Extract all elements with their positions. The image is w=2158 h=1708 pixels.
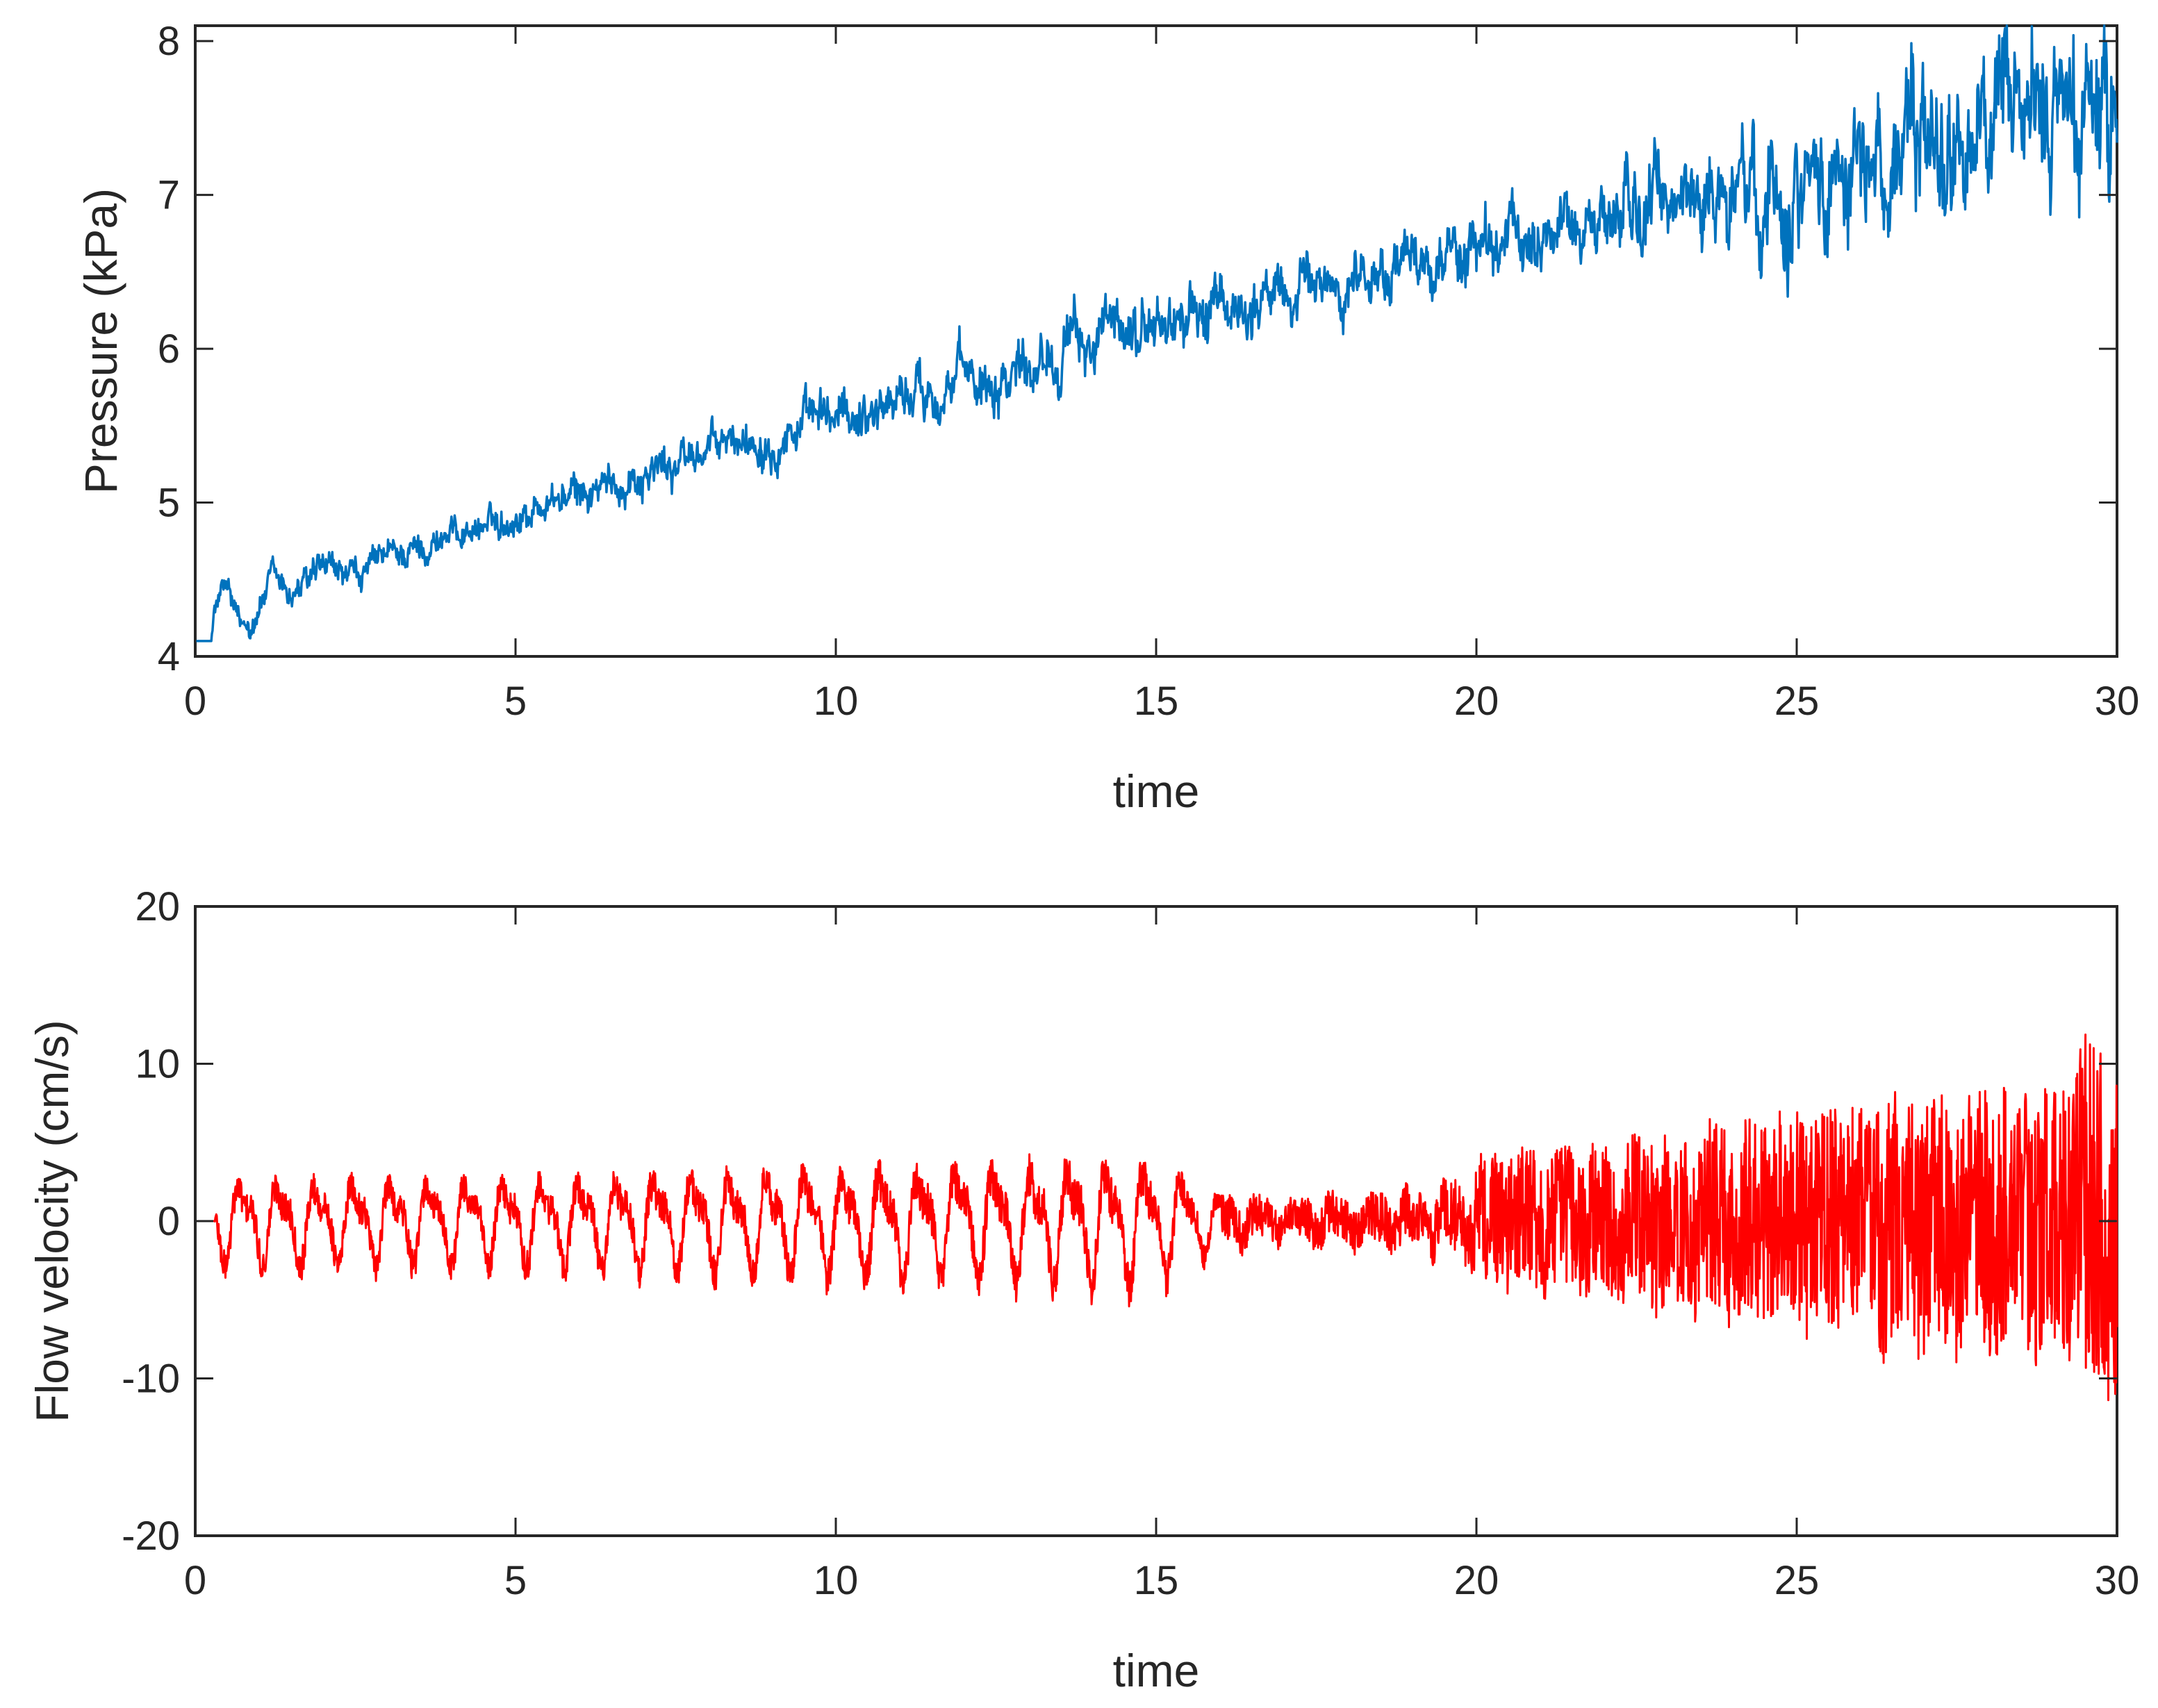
flow-y-axis-label: Flow velocity (cm/s) xyxy=(26,1020,78,1422)
flow-y-tick-label: -10 xyxy=(122,1357,180,1402)
pressure-y-tick-label: 5 xyxy=(158,481,180,526)
pressure-y-tick-label: 7 xyxy=(158,173,180,218)
pressure-y-tick-label: 6 xyxy=(158,326,180,372)
pressure-panel: 0 5 10 15 20 25 30 4 5 6 7 8 time Pressure (kPa) xyxy=(75,19,2139,817)
flow-series-line xyxy=(195,1034,2118,1402)
pressure-x-tick-label: 30 xyxy=(2095,679,2140,724)
pressure-y-tick-label: 4 xyxy=(158,634,180,679)
flow-line-group xyxy=(195,1034,2118,1402)
pressure-x-tick-label: 5 xyxy=(504,679,527,724)
pressure-x-tick-label: 25 xyxy=(1774,679,1820,724)
flow-x-ticks: 0 5 10 15 20 25 30 xyxy=(184,906,2139,1603)
flow-panel: 0 5 10 15 20 25 30 -20 -10 0 10 20 time Flow veloc… xyxy=(26,884,2139,1696)
pressure-y-ticks: 4 5 6 7 8 xyxy=(158,19,2117,679)
pressure-y-tick-label: 8 xyxy=(158,19,180,64)
pressure-line-group xyxy=(195,24,2118,642)
flow-x-tick-label: 30 xyxy=(2095,1558,2140,1603)
pressure-series-line xyxy=(195,24,2118,642)
flow-x-tick-label: 0 xyxy=(184,1558,206,1603)
flow-x-tick-label: 5 xyxy=(504,1558,527,1603)
flow-y-tick-label: 20 xyxy=(135,884,180,929)
flow-x-tick-label: 20 xyxy=(1454,1558,1499,1603)
pressure-x-ticks: 0 5 10 15 20 25 30 xyxy=(184,26,2139,724)
flow-x-tick-label: 25 xyxy=(1774,1558,1820,1603)
pressure-x-axis-label: time xyxy=(1113,765,1200,817)
pressure-y-axis-label: Pressure (kPa) xyxy=(75,188,126,494)
flow-x-tick-label: 10 xyxy=(814,1558,859,1603)
flow-y-ticks: -20 -10 0 10 20 xyxy=(122,884,2117,1559)
pressure-x-tick-label: 15 xyxy=(1134,679,1179,724)
flow-y-tick-label: 0 xyxy=(158,1199,180,1244)
pressure-x-tick-label: 10 xyxy=(814,679,859,724)
flow-x-tick-label: 15 xyxy=(1134,1558,1179,1603)
flow-y-tick-label: 10 xyxy=(135,1042,180,1087)
flow-y-tick-label: -20 xyxy=(122,1514,180,1559)
pressure-x-tick-label: 20 xyxy=(1454,679,1499,724)
flow-x-axis-label: time xyxy=(1113,1645,1200,1696)
pressure-x-tick-label: 0 xyxy=(184,679,206,724)
pressure-plot-area xyxy=(194,24,2118,658)
